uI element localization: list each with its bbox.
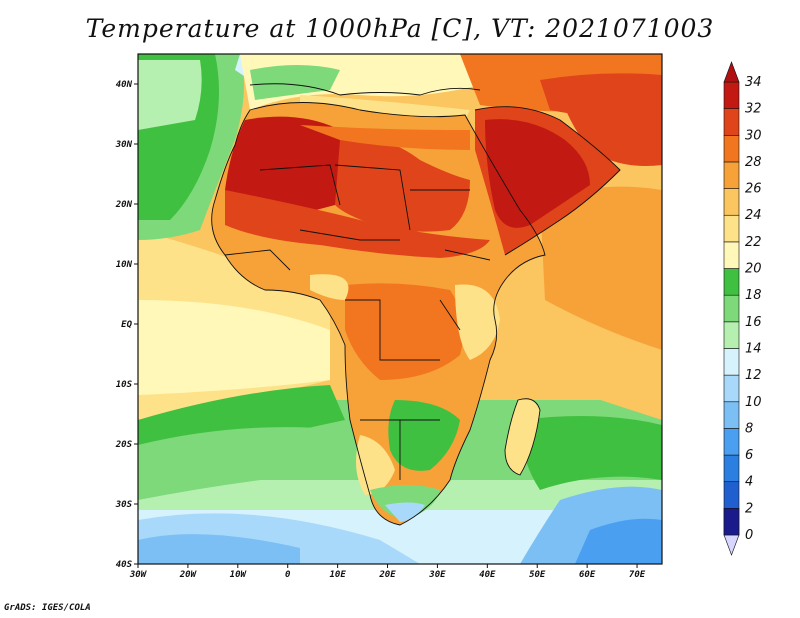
colorbar-bin: [723, 374, 740, 403]
lat-tick-label: 30S: [115, 500, 133, 510]
lat-tick-label: 10S: [116, 380, 133, 390]
lat-tick-label: EQ: [121, 320, 132, 330]
atlantic-band-yellow: [138, 300, 330, 395]
colorbar-label: 14: [745, 341, 762, 356]
border-4: [299, 229, 400, 241]
colorbar-label: 12: [745, 368, 762, 383]
colorbar-label: 0: [745, 528, 753, 543]
indian-ocean-green: [520, 416, 662, 490]
colorbar-bin: [723, 241, 740, 269]
temperature-field: [138, 54, 662, 564]
colorbar-bin: [723, 294, 740, 323]
colorbar-label: 2: [745, 501, 753, 516]
south-cape-green: [370, 485, 440, 520]
colorbar-bin: [723, 401, 740, 429]
border-5: [345, 299, 440, 361]
lon-tick-label: 30W: [129, 570, 148, 580]
colorbar-label: 10: [745, 395, 762, 410]
grads-credit: GrADS: IGES/COLA: [4, 603, 91, 613]
colorbar-bin: [723, 214, 740, 243]
europe-coastline: [249, 83, 481, 96]
nw-atlantic-light: [138, 60, 202, 130]
lon-tick-label: 30E: [428, 570, 446, 580]
arabia-hot: [485, 119, 590, 228]
border-1: [259, 164, 341, 206]
colorbar-bin: [723, 321, 740, 349]
coastlines: [211, 83, 621, 526]
colorbar-label: 8: [745, 421, 753, 436]
sahel-red: [225, 190, 490, 258]
lat-tick-label: 40S: [116, 560, 133, 570]
colorbar-bin: [723, 268, 740, 296]
map-frame: [137, 53, 663, 565]
lon-tick-label: 40E: [479, 570, 496, 580]
lat-tick-label: 30N: [115, 140, 133, 150]
colorbar-bin: [723, 481, 740, 509]
colorbar-label: 32: [745, 102, 762, 117]
north-africa-orange: [300, 125, 470, 150]
colorbar-label: 22: [745, 235, 762, 250]
madagascar-coastline: [504, 398, 541, 476]
lon-tick-label: 20E: [378, 570, 396, 580]
chart-title: Temperature at 1000hPa [C], VT: 20210710…: [85, 14, 715, 43]
border-9: [439, 299, 461, 331]
colorbar-label: 30: [745, 128, 762, 143]
colorbar-bin: [723, 161, 740, 189]
colorbar-bin: [723, 188, 740, 216]
colorbar-label: 24: [745, 208, 762, 223]
cape-light: [385, 502, 425, 522]
lon-tick-label: 10W: [230, 570, 248, 580]
iran-region: [560, 88, 662, 166]
south-east-ocean-deep: [575, 518, 662, 564]
lon-tick-label: 0: [285, 570, 291, 580]
lon-tick-label: 20W: [179, 570, 198, 580]
colorbar-under-triangle: [723, 534, 740, 556]
colorbar-bin: [723, 81, 740, 109]
atlantic-green-light: [138, 427, 350, 500]
colorbar-bin: [723, 508, 740, 536]
border-8: [444, 249, 491, 261]
colorbar-label: 20: [745, 262, 762, 277]
lon-tick-label: 70E: [629, 570, 646, 580]
indian-ocean-warm: [540, 186, 662, 350]
central-africa-yellow: [310, 274, 349, 300]
axis-ticks: 30W 20W 10W 0 10E 20E 30E 40E 50E 60E 70E 40N 30N 20N…: [115, 80, 646, 580]
colorbar-label: 26: [745, 182, 762, 197]
colorbar-label: 6: [745, 448, 753, 463]
colorbar-label: 28: [745, 155, 762, 170]
indian-ocean-mid: [540, 300, 662, 420]
colorbar-bin: [723, 134, 740, 163]
congo-hotspot: [379, 299, 440, 350]
colorbar-bin: [723, 454, 740, 483]
lon-tick-label: 60E: [579, 570, 596, 580]
colorbar-label: 34: [745, 75, 762, 90]
southern-africa-green: [388, 400, 460, 471]
lon-tick-label: 10E: [329, 570, 346, 580]
lon-tick-label: 50E: [529, 570, 546, 580]
colorbar-bin: [723, 348, 740, 376]
lat-tick-label: 20N: [115, 200, 133, 210]
colorbar-bin: [723, 108, 740, 136]
lat-tick-label: 40N: [116, 80, 133, 90]
colorbar-label: 16: [745, 315, 762, 330]
colorbar-label: 4: [745, 475, 753, 490]
lat-tick-label: 10N: [116, 260, 133, 270]
border-10: [224, 249, 291, 271]
south-west-ocean-blue: [138, 534, 300, 564]
europe-green: [250, 65, 340, 100]
colorbar-label: 18: [745, 288, 762, 303]
colorbar-over-triangle: [723, 61, 740, 83]
east-africa-yellow: [455, 284, 500, 360]
arabia-coastline: [474, 106, 621, 256]
madagascar: [505, 398, 540, 475]
border-2: [334, 164, 411, 231]
lat-tick-label: 20S: [115, 440, 133, 450]
africa-coastline: [211, 102, 546, 526]
colorbar-bin: [723, 428, 740, 456]
